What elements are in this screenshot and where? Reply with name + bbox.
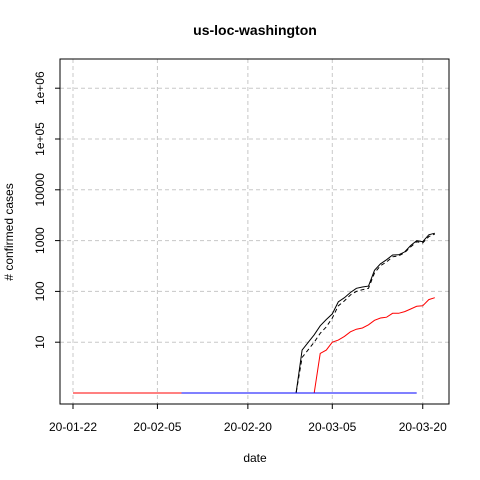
x-tick-label: 20-02-05 bbox=[133, 420, 181, 434]
y-tick-label: 1e+05 bbox=[33, 122, 47, 156]
x-tick-label: 20-03-20 bbox=[399, 420, 447, 434]
x-tick-label: 20-02-20 bbox=[224, 420, 272, 434]
plot-frame bbox=[59, 58, 450, 405]
y-tick-label: 1000 bbox=[33, 227, 47, 254]
y-axis: 10 100 1000 10000 1e+05 1e+06 bbox=[33, 71, 60, 349]
series-group bbox=[73, 232, 435, 394]
y-tick-label: 100 bbox=[33, 281, 47, 301]
series-line-confirmed bbox=[73, 232, 435, 394]
series-line-confirmed-dashed bbox=[73, 233, 435, 394]
series-line-deaths bbox=[73, 297, 435, 394]
x-axis-title: date bbox=[243, 451, 267, 465]
y-axis-title: # confirmed cases bbox=[2, 183, 16, 280]
y-tick-label: 1e+06 bbox=[33, 71, 47, 105]
chart-title: us-loc-washington bbox=[193, 22, 317, 38]
x-tick-label: 20-01-22 bbox=[49, 420, 97, 434]
y-tick-label: 10 bbox=[33, 335, 47, 349]
y-tick-label: 10000 bbox=[33, 173, 47, 207]
grid bbox=[60, 59, 449, 404]
x-axis: 20-01-22 20-02-05 20-02-20 20-03-05 20-03-20 bbox=[49, 403, 447, 434]
x-tick-label: 20-03-05 bbox=[308, 420, 356, 434]
